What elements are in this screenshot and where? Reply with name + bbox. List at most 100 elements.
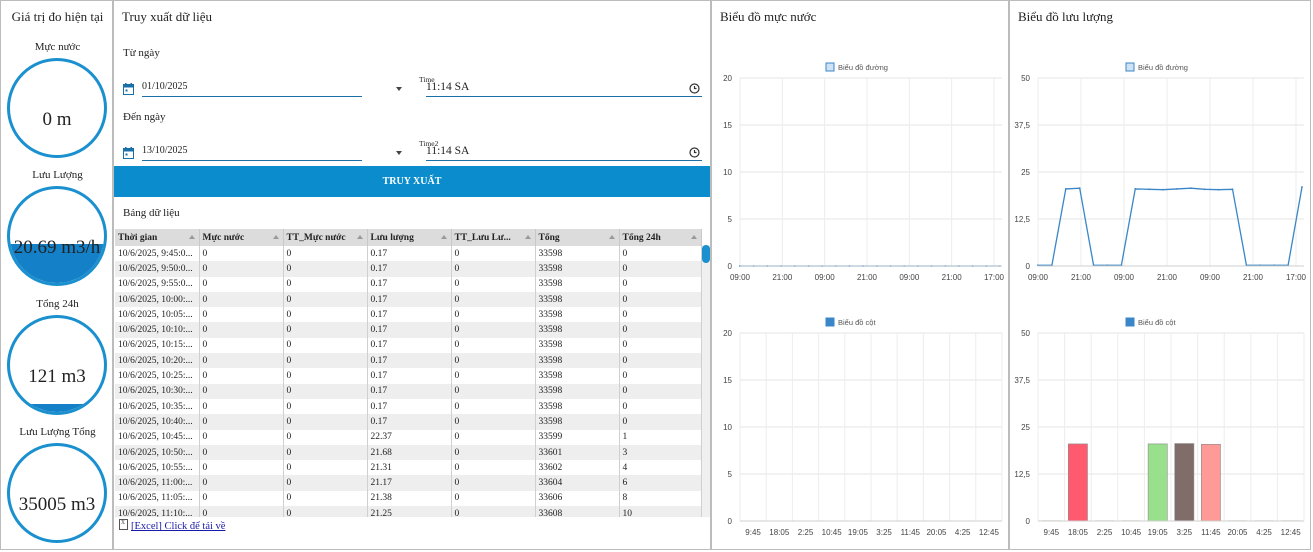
x-tick-label: 09:00 — [1028, 273, 1049, 282]
table-column-header[interactable]: TT_Mực nước — [283, 229, 368, 246]
table-cell: 0 — [451, 414, 536, 430]
clock-icon[interactable] — [689, 83, 700, 94]
flow-line-chart: Biểu đồ đường 0 12,5 25 37,5 50 09:00 21:00 09:0… — [1014, 62, 1307, 282]
from-time-input[interactable]: 11:14 SA — [426, 79, 702, 97]
y-tick-label: 5 — [728, 470, 733, 479]
table-column-header[interactable]: Tổng — [535, 229, 620, 246]
gauge-value: 20.69 m3/h — [13, 237, 101, 258]
table-row[interactable]: 10/6/2025, 11:10:... 0 0 21.25 0 33608 10 — [115, 506, 702, 517]
table-column-header[interactable]: Thời gian — [115, 229, 200, 246]
table-row[interactable]: 10/6/2025, 9:45:0... 0 0 0.17 0 33598 0 — [115, 246, 702, 262]
sort-icon[interactable] — [524, 235, 531, 239]
data-point — [1162, 188, 1164, 191]
x-tick-label: 18:05 — [769, 528, 790, 537]
data-point — [1301, 186, 1303, 188]
table-row[interactable]: 10/6/2025, 10:55:... 0 0 21.31 0 33602 4 — [115, 460, 702, 476]
table-row[interactable]: 10/6/2025, 10:05:... 0 0 0.17 0 33598 0 — [115, 307, 702, 323]
water-level-bar-chart: Biểu đồ cột 0 5 10 15 20 9:45 18:05 2:25 10:45 19:… — [723, 317, 1003, 537]
table-cell: 0.17 — [367, 398, 452, 415]
table-row[interactable]: 10/6/2025, 10:45:... 0 0 22.37 0 33599 1 — [115, 429, 702, 445]
gauge-fill — [10, 403, 104, 412]
table-cell: 10/6/2025, 10:35:... — [115, 398, 200, 415]
table-cell: 0 — [283, 506, 368, 517]
to-date-input[interactable]: 13/10/2025 — [142, 143, 362, 161]
excel-download-link[interactable]: [Excel] Click để tải về — [119, 517, 226, 532]
y-tick-label: 10 — [723, 423, 732, 432]
water-level-panel: Biểu đồ mực nước Biểu đồ đường 0 5 10 15 20 09… — [711, 0, 1009, 550]
gauge-value: 0 m — [42, 109, 72, 130]
data-point — [1134, 188, 1137, 190]
table-row[interactable]: 10/6/2025, 11:00:... 0 0 21.17 0 33604 6 — [115, 475, 702, 491]
table-cell: 0 — [619, 414, 702, 430]
table-cell: 0 — [619, 398, 702, 415]
table-row[interactable]: 10/6/2025, 10:30:... 0 0 0.17 0 33598 0 — [115, 383, 702, 399]
table-row[interactable]: 10/6/2025, 10:25:... 0 0 0.17 0 33598 0 — [115, 368, 702, 384]
table-row[interactable]: 10/6/2025, 9:55:0... 0 0 0.17 0 33598 0 — [115, 276, 702, 292]
sort-icon[interactable] — [440, 235, 447, 239]
calendar-icon[interactable] — [123, 83, 134, 95]
column-header-label: Lưu lượng — [370, 232, 414, 243]
query-button[interactable]: TRUY XUẤT — [114, 166, 710, 197]
sort-icon[interactable] — [272, 235, 279, 239]
legend-label: Biểu đồ cột — [838, 318, 876, 327]
from-time-label: Time — [419, 75, 435, 84]
table-row[interactable]: 10/6/2025, 11:05:... 0 0 21.38 0 33606 8 — [115, 490, 702, 507]
from-date-input[interactable]: 01/10/2025 — [142, 79, 362, 97]
x-tick-label: 17:00 — [984, 273, 1005, 282]
table-cell: 1 — [619, 429, 702, 445]
legend-swatch — [825, 317, 835, 327]
table-cell: 0 — [451, 490, 536, 507]
table-row[interactable]: 10/6/2025, 10:35:... 0 0 0.17 0 33598 0 — [115, 398, 702, 415]
excel-link-text: [Excel] Click để tải về — [131, 521, 226, 532]
table-scrollbar[interactable] — [702, 245, 710, 517]
table-row[interactable]: 10/6/2025, 10:00:... 0 0 0.17 0 33598 0 — [115, 291, 702, 308]
table-cell: 33598 — [535, 291, 620, 308]
data-point — [1231, 188, 1234, 191]
table-cell: 33606 — [535, 490, 620, 507]
data-point — [1148, 188, 1151, 191]
sort-icon[interactable] — [188, 235, 195, 239]
table-row[interactable]: 10/6/2025, 10:20:... 0 0 0.17 0 33598 0 — [115, 353, 702, 369]
x-tick-label: 12:45 — [1281, 528, 1302, 537]
table-column-header[interactable]: Lưu lượng — [367, 229, 452, 246]
gauges-title: Giá trị đo hiện tại — [11, 9, 104, 24]
sort-icon[interactable] — [608, 235, 615, 239]
table-row[interactable]: 10/6/2025, 10:40:... 0 0 0.17 0 33598 0 — [115, 414, 702, 430]
series-line — [1038, 186, 1303, 266]
clock-icon[interactable] — [689, 147, 700, 158]
table-row[interactable]: 10/6/2025, 9:50:0... 0 0 0.17 0 33598 0 — [115, 261, 702, 277]
table-body: 10/6/2025, 9:45:0... 0 0 0.17 0 33598 0 10/6/20… — [115, 246, 702, 517]
to-time-input[interactable]: 11:14 SA — [426, 143, 702, 161]
table-cell: 10/6/2025, 10:10:... — [115, 322, 200, 338]
table-cell: 0 — [283, 398, 368, 415]
to-date-dropdown-icon[interactable] — [396, 151, 402, 155]
table-cell: 0 — [619, 353, 702, 369]
table-cell: 10/6/2025, 10:20:... — [115, 353, 200, 369]
table-cell: 0 — [283, 414, 368, 430]
flow-panel: Biểu đồ lưu lượng Biểu đồ đường 0 12,5 25 37… — [1009, 0, 1311, 550]
table-row[interactable]: 10/6/2025, 10:50:... 0 0 21.68 0 33601 3 — [115, 444, 702, 461]
x-tick-label: 3:25 — [1177, 528, 1193, 537]
table-column-header[interactable]: Tổng 24h — [619, 229, 702, 246]
calendar-icon[interactable] — [123, 147, 134, 159]
x-tick-label: 11:45 — [1201, 528, 1221, 537]
x-tick-label: 17:00 — [1286, 273, 1307, 282]
sort-icon[interactable] — [356, 235, 363, 239]
table-column-header[interactable]: Mực nước — [199, 229, 284, 246]
x-tick-label: 21:00 — [857, 273, 878, 282]
table-cell: 10/6/2025, 10:45:... — [115, 429, 200, 445]
table-cell: 0 — [451, 429, 536, 445]
table-cell: 0 — [619, 322, 702, 338]
table-row[interactable]: 10/6/2025, 10:15:... 0 0 0.17 0 33598 0 — [115, 337, 702, 354]
file-icon — [119, 517, 128, 530]
data-point — [1203, 188, 1206, 191]
table-column-header[interactable]: TT_Lưu Lư... — [451, 229, 536, 246]
data-table-container[interactable]: Thời gian Mực nước TT_Mực nước Lưu lượng TT_… — [115, 229, 711, 517]
table-cell: 0 — [283, 276, 368, 292]
table-cell: 0.17 — [367, 261, 452, 277]
table-scrollbar-thumb[interactable] — [702, 245, 710, 263]
from-date-dropdown-icon[interactable] — [396, 87, 402, 91]
table-row[interactable]: 10/6/2025, 10:10:... 0 0 0.17 0 33598 0 — [115, 322, 702, 338]
sort-icon[interactable] — [690, 235, 697, 239]
bar — [1147, 443, 1168, 522]
